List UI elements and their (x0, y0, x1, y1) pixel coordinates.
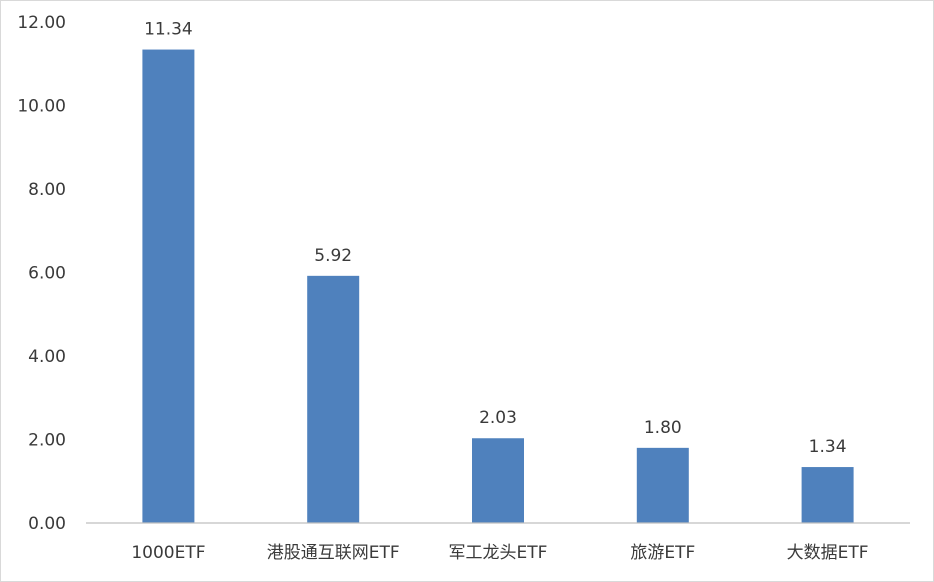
x-tick-label: 港股通互联网ETF (267, 543, 400, 563)
y-tick-label: 12.00 (17, 13, 66, 33)
bar (636, 447, 689, 523)
x-tick-label: 军工龙头ETF (449, 543, 548, 563)
bar (801, 467, 854, 523)
bar-value-label: 5.92 (314, 246, 352, 266)
x-tick-label: 1000ETF (131, 543, 205, 563)
x-axis-category-labels: 1000ETF 港股通互联网ETF 军工龙头ETF 旅游ETF 大数据ETF (131, 543, 868, 563)
y-axis-ticks: 0.00 2.00 4.00 6.00 8.00 10.00 12.00 (17, 13, 66, 534)
y-tick-label: 8.00 (28, 180, 66, 200)
x-tick-label: 大数据ETF (787, 543, 869, 563)
bar (472, 438, 524, 523)
y-tick-label: 2.00 (28, 431, 66, 451)
bar (142, 49, 195, 524)
y-tick-label: 10.00 (17, 97, 66, 117)
y-tick-label: 6.00 (28, 264, 66, 284)
bar-value-label: 2.03 (479, 408, 517, 428)
bar-value-label: 1.80 (644, 418, 682, 438)
y-tick-label: 0.00 (28, 514, 66, 534)
bars (142, 49, 854, 524)
bar-value-label: 1.34 (809, 437, 847, 457)
bar-value-label: 11.34 (144, 20, 193, 40)
data-labels: 11.34 5.92 2.03 1.80 1.34 (144, 20, 847, 457)
y-tick-label: 4.00 (28, 347, 66, 367)
bar (307, 275, 360, 523)
x-tick-label: 旅游ETF (630, 543, 695, 563)
